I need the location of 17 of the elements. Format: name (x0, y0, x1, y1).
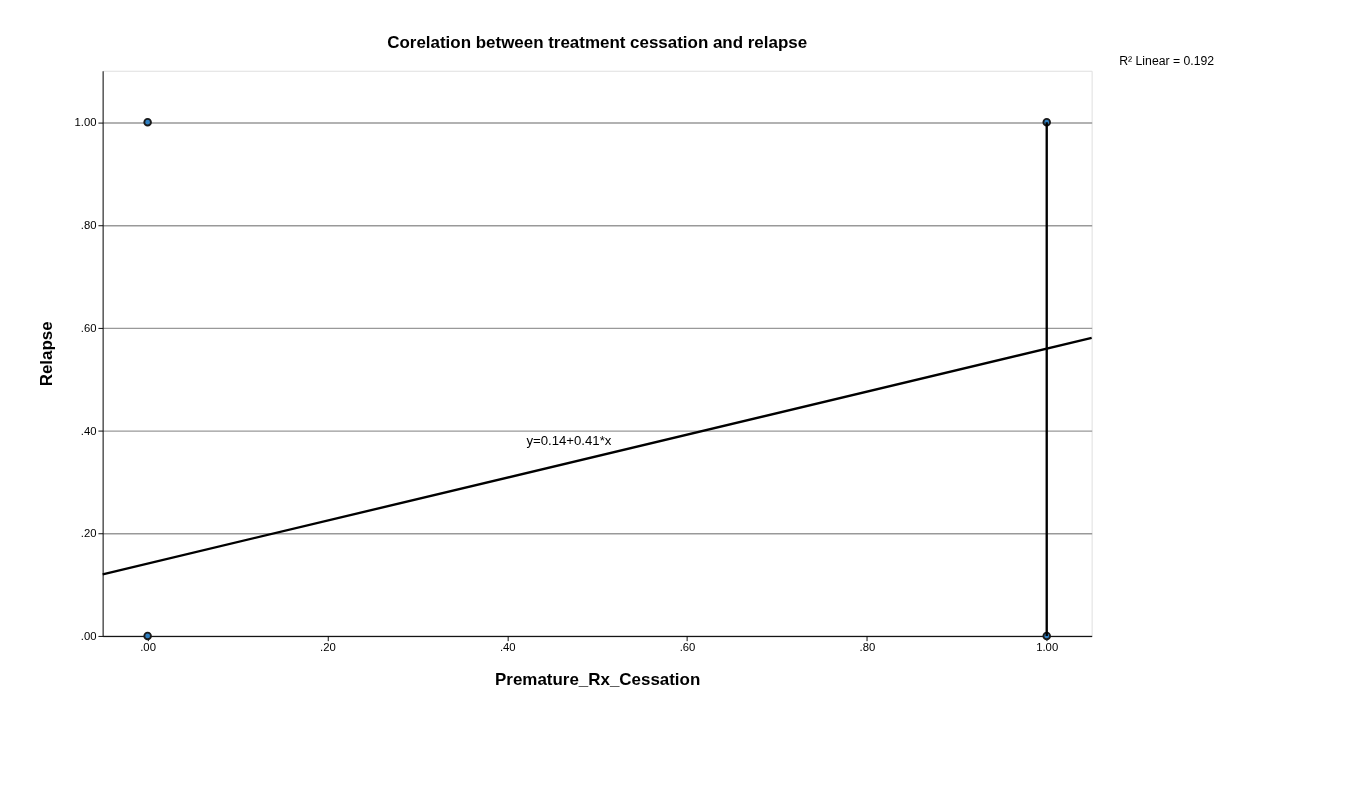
annotation: y=0.14+0.41*x (526, 432, 612, 448)
x-axis-title: Premature_Rx_Cessation (495, 670, 701, 690)
x-tick-label: .80 (859, 641, 876, 654)
y-axis-title: Relapse (36, 321, 56, 387)
y-tick-label: .80 (80, 219, 97, 232)
x-tick-label: .40 (499, 641, 516, 654)
y-tick-label: .00 (80, 630, 97, 643)
y-tick-label: .60 (80, 321, 97, 334)
chart-title: Corelation between treatment cessation and relapse (387, 33, 808, 53)
x-tick-label: .20 (320, 641, 336, 654)
y-tick-label: .40 (80, 424, 97, 437)
text: R² Linear = 0.192 (1119, 54, 1215, 69)
y-tick-label: .20 (80, 527, 97, 540)
y-tick-label: 1.00 (74, 116, 97, 129)
x-tick-label: .00 (140, 641, 156, 654)
x-tick-label: .60 (679, 641, 696, 654)
x-tick-label: 1.00 (1036, 641, 1059, 654)
